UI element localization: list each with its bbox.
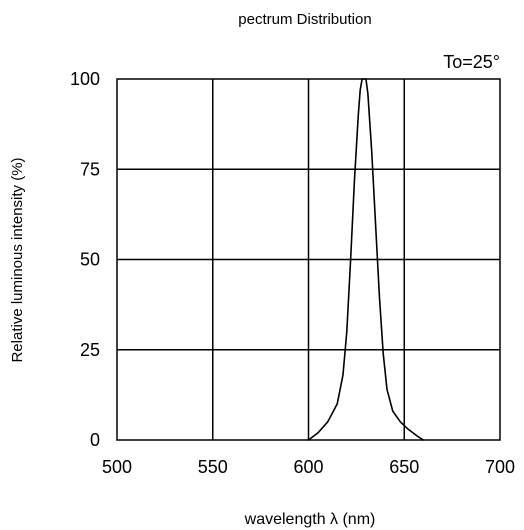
x-axis-label: wavelength λ (nm): [244, 511, 376, 528]
x-tick-label: 600: [293, 457, 323, 477]
tick-label-layer: 500 550 600 650 700 0 25 50 75 100: [70, 69, 515, 477]
temperature-annotation: To=25°: [443, 52, 500, 72]
y-tick-label: 25: [80, 340, 100, 360]
chart-title: pectrum Distribution: [238, 11, 371, 28]
x-tick-label: 550: [198, 457, 228, 477]
x-tick-label: 500: [102, 457, 132, 477]
y-tick-label: 100: [70, 69, 100, 89]
y-tick-label: 50: [80, 250, 100, 270]
grid-layer: [116, 78, 501, 441]
y-tick-label: 75: [80, 159, 100, 179]
y-axis-label: Relative luminous intensity (%): [9, 157, 26, 362]
spectrum-series-line: [307, 78, 425, 441]
y-tick-label: 0: [90, 430, 100, 450]
x-tick-label: 700: [485, 457, 515, 477]
x-tick-label: 650: [389, 457, 419, 477]
series-layer: [307, 78, 425, 441]
